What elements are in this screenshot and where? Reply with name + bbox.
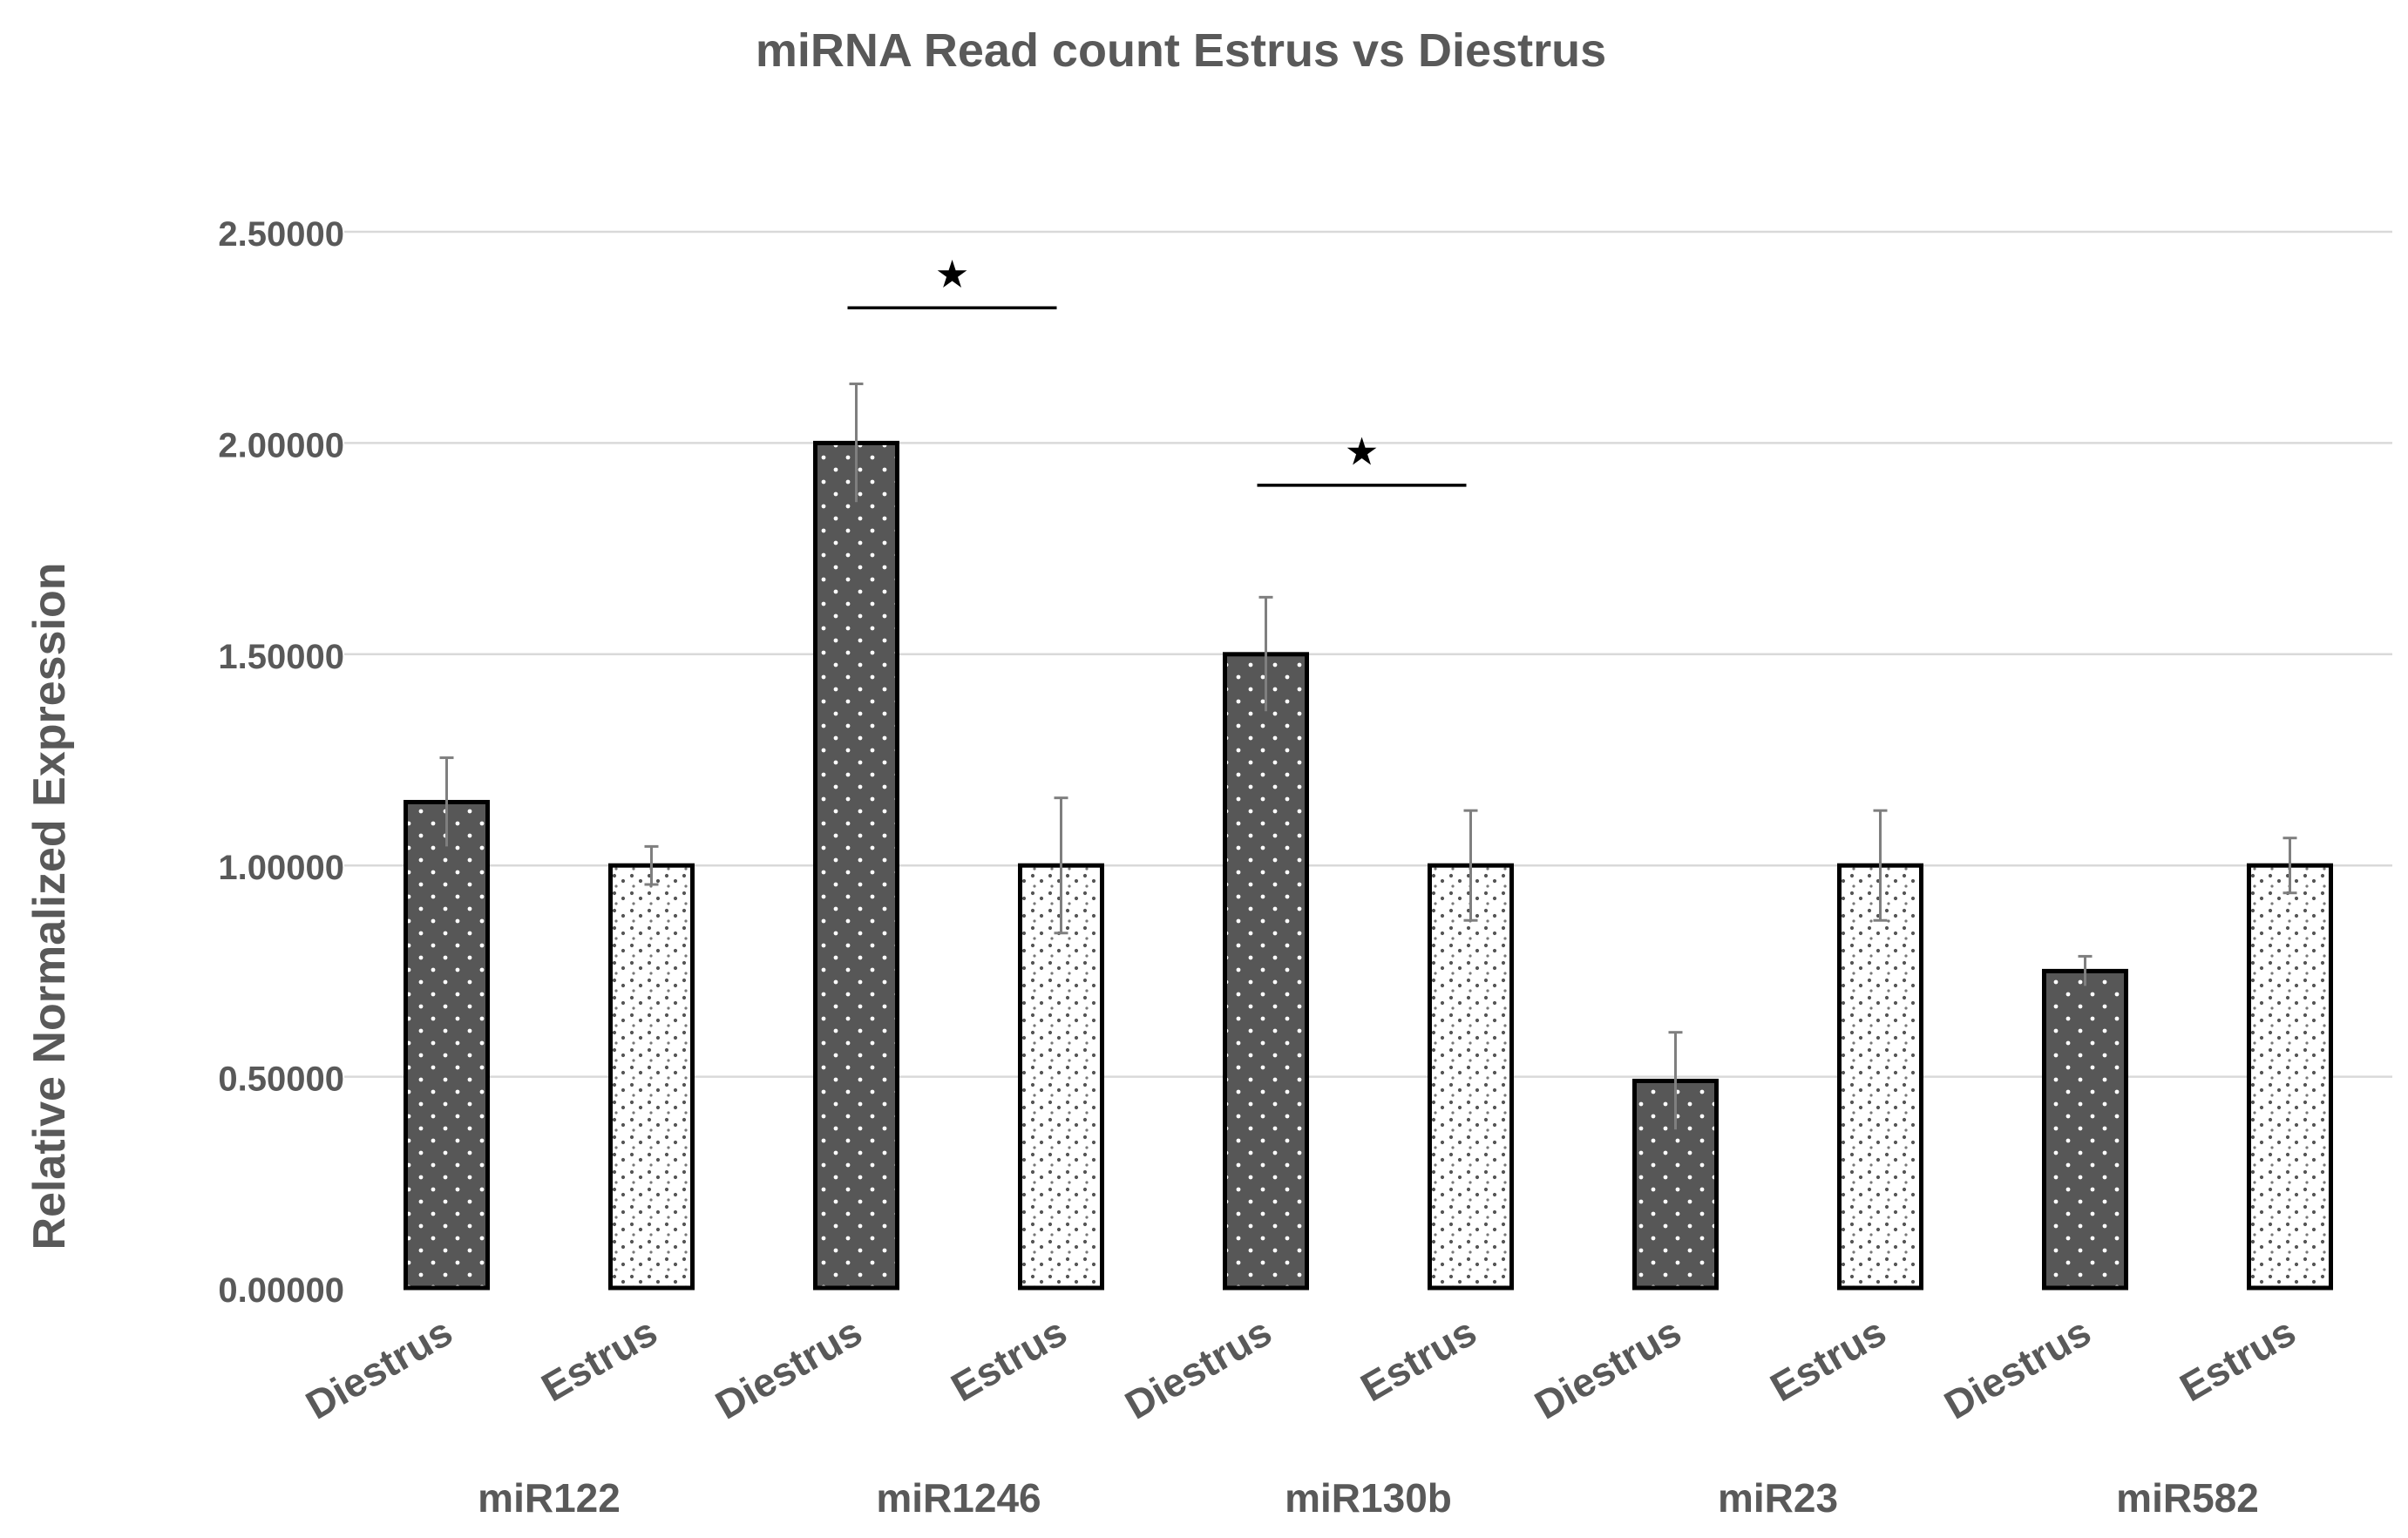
bar-miR582-estrus [2247, 863, 2333, 1291]
x-tick-label: Diestrus [708, 1309, 869, 1428]
y-tick-label: 1.00000 [218, 849, 344, 887]
x-tick-label: Estrus [534, 1309, 665, 1411]
group-label-miR23: miR23 [1718, 1475, 1838, 1521]
group-label-miR1246: miR1246 [876, 1475, 1041, 1521]
x-tick-label: Estrus [1763, 1309, 1894, 1411]
error-bars [439, 383, 2297, 1130]
group-label-miR582: miR582 [2116, 1475, 2259, 1521]
group-label-miR122: miR122 [478, 1475, 621, 1521]
group-labels: miR122 miR1246 miR130b miR23 miR582 [478, 1475, 2259, 1521]
y-axis-label: Relative Normalized Expression [24, 563, 75, 1250]
y-tick-label: 0.50000 [218, 1060, 344, 1099]
bar-miR130b-estrus [1428, 863, 1514, 1291]
x-tick-label: Diestrus [1527, 1309, 1688, 1428]
x-axis-ticks: Diestrus Estrus Diestrus Estrus Diestrus Estr… [298, 1309, 2303, 1428]
bars [404, 440, 2333, 1291]
x-tick-label: Estrus [1353, 1309, 1484, 1411]
y-tick-label: 2.50000 [218, 215, 344, 254]
x-tick-label: Diestrus [298, 1309, 459, 1428]
bar-miR122-diestrus [404, 799, 490, 1291]
x-tick-label: Diestrus [1117, 1309, 1279, 1428]
y-tick-label: 2.00000 [218, 426, 344, 464]
significance-markers: ★★ [847, 255, 1467, 487]
y-tick-label: 1.50000 [218, 638, 344, 676]
bar-miR582-diestrus [2042, 968, 2128, 1291]
bar-miR122-estrus [608, 863, 695, 1291]
y-axis-ticks: 0.00000 0.50000 1.00000 1.50000 2.00000 2.500… [218, 215, 344, 1310]
bar-miR130b-diestrus [1223, 652, 1309, 1291]
y-tick-label: 0.00000 [218, 1271, 344, 1310]
bar-miR23-estrus [1837, 863, 1923, 1291]
significance-star: ★ [937, 255, 968, 294]
chart-title: miRNA Read count Estrus vs Diestrus [756, 24, 1606, 77]
significance-star: ★ [1346, 433, 1378, 471]
x-tick-label: Diestrus [1937, 1309, 2098, 1428]
x-tick-label: Estrus [2173, 1309, 2303, 1411]
bar-miR1246-diestrus [813, 440, 899, 1291]
x-tick-label: Estrus [944, 1309, 1075, 1411]
group-label-miR130b: miR130b [1285, 1475, 1452, 1521]
